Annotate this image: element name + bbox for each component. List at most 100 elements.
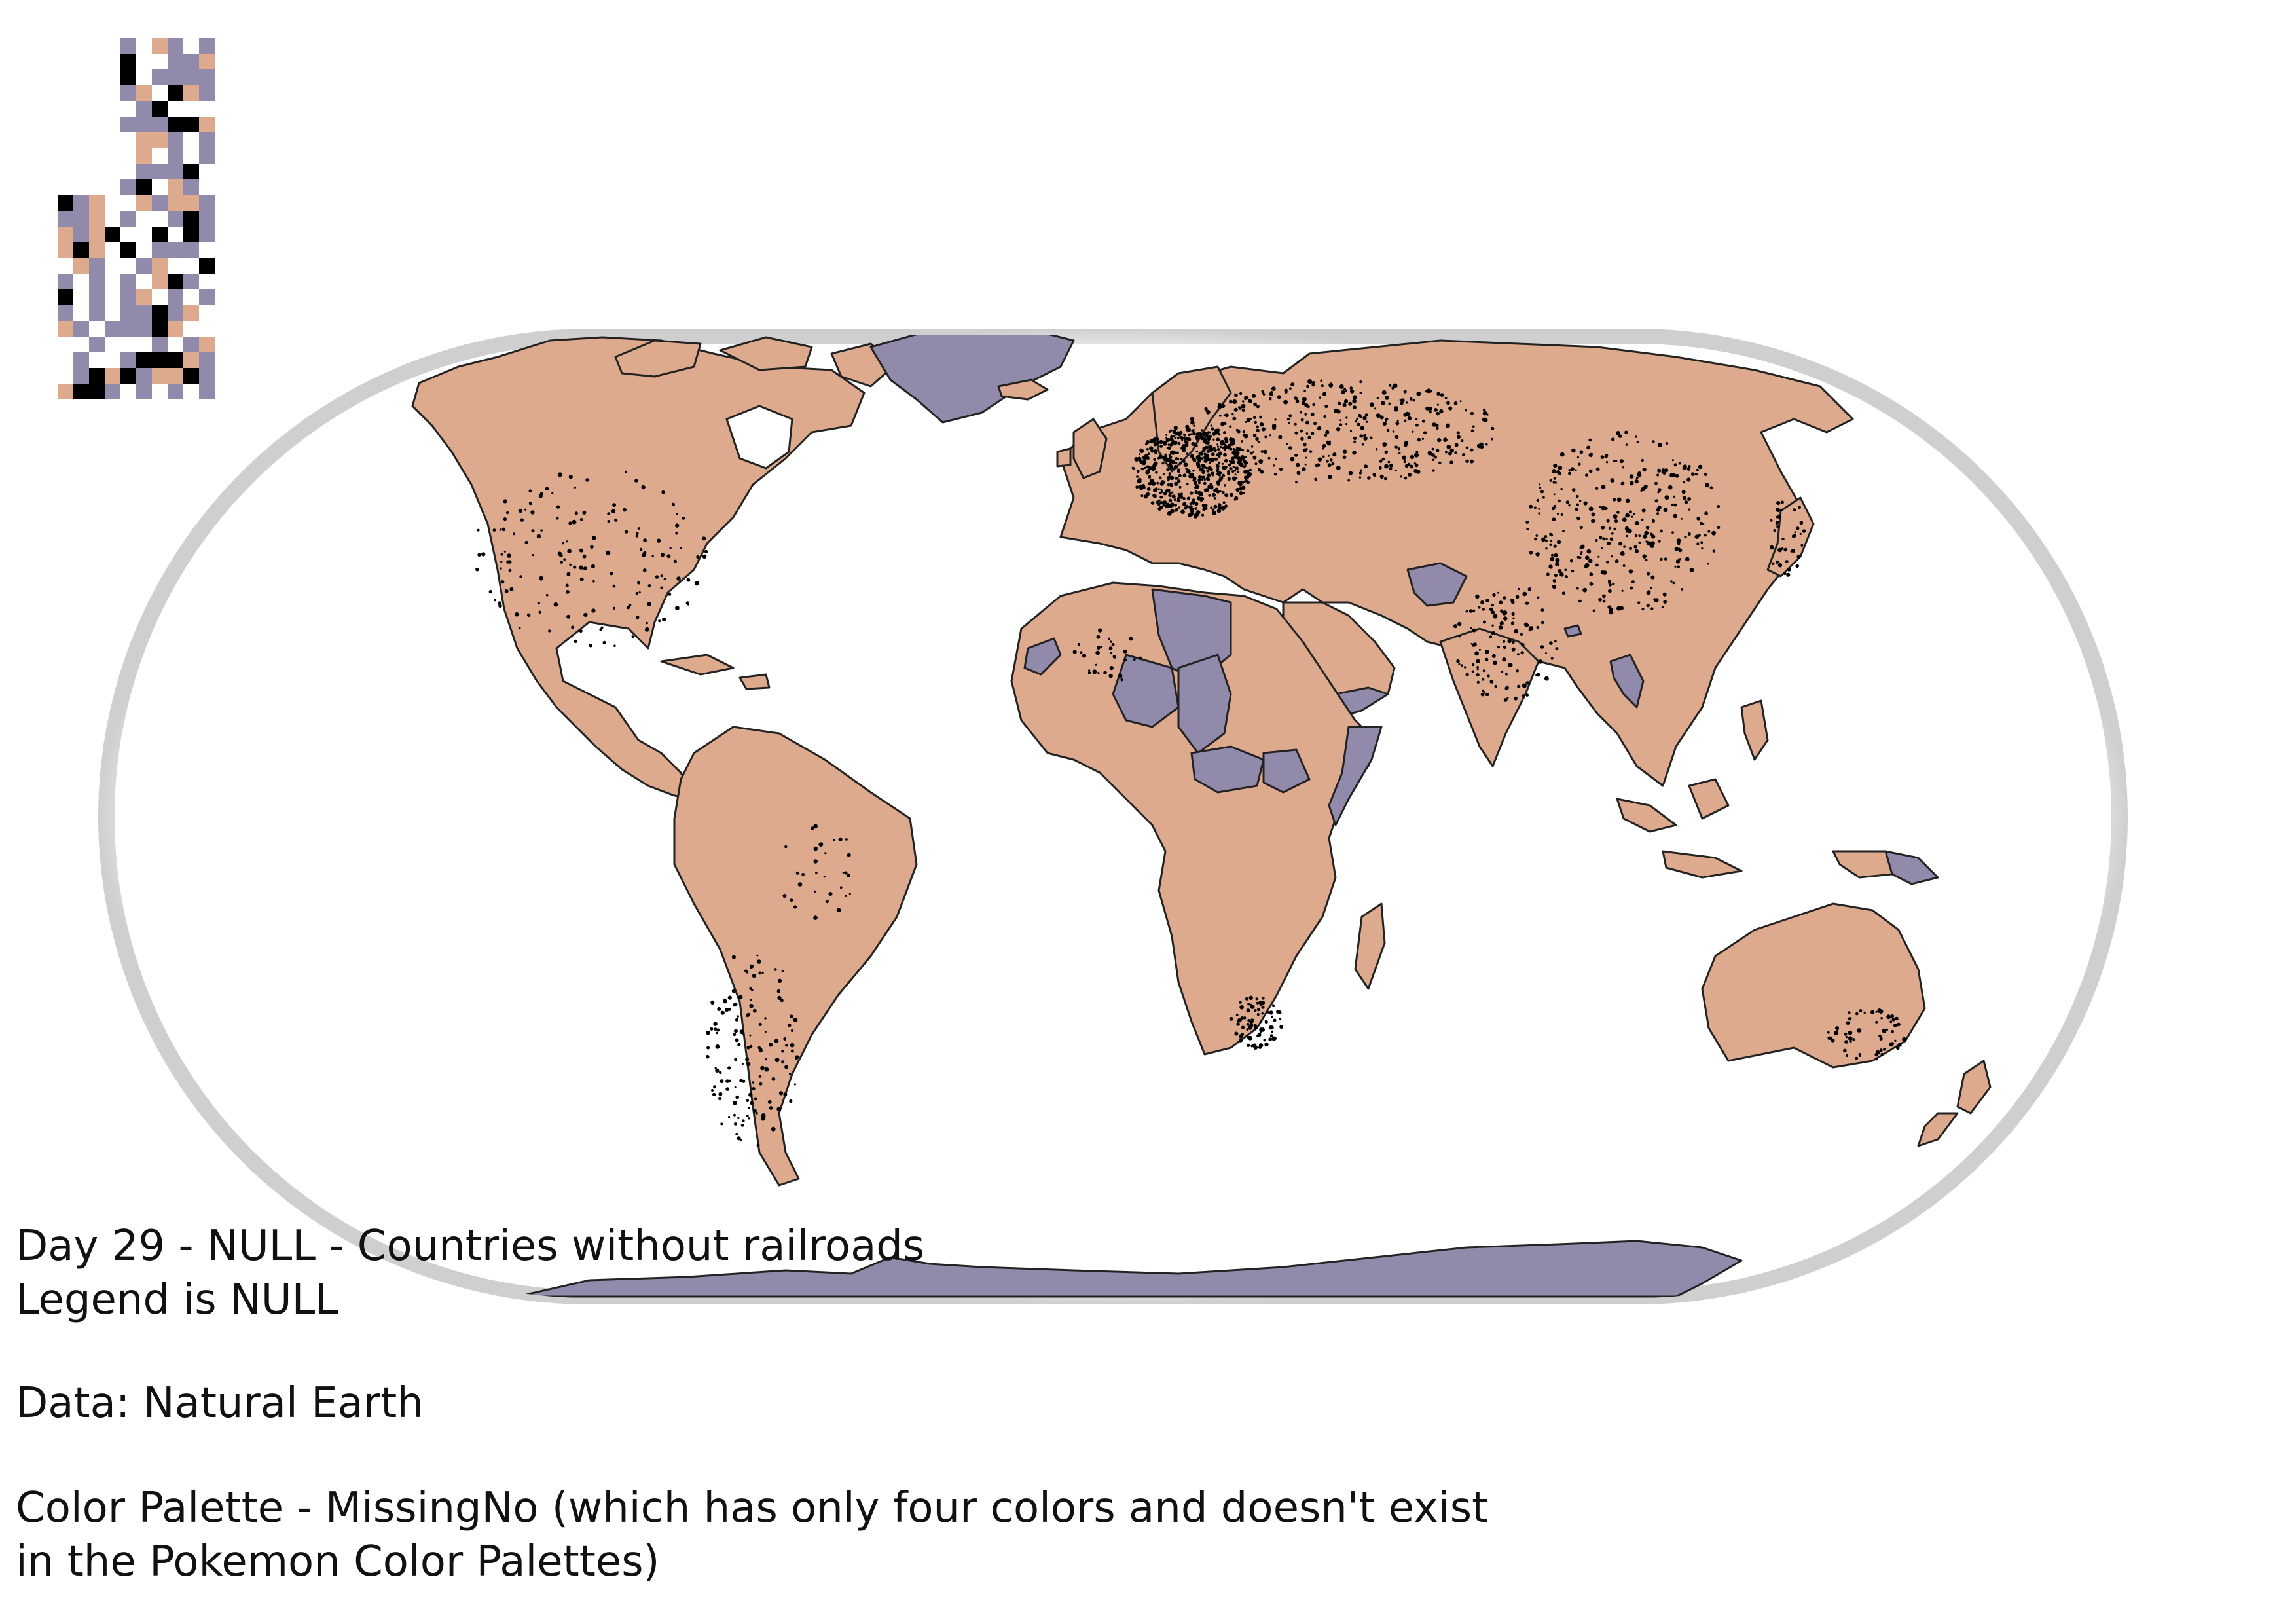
rail-station-point xyxy=(1403,390,1407,394)
sprite-pixel xyxy=(199,368,215,384)
rail-station-point xyxy=(1233,417,1237,420)
rail-station-point xyxy=(1204,442,1207,445)
rail-station-point xyxy=(676,513,678,516)
rail-station-point xyxy=(1218,451,1222,456)
sprite-pixel xyxy=(168,305,183,321)
rail-station-point xyxy=(1213,497,1216,500)
rail-station-point xyxy=(1404,464,1409,468)
sprite-pixel xyxy=(136,148,152,164)
rail-station-point xyxy=(592,536,596,540)
rail-station-point xyxy=(758,1047,763,1051)
rail-station-point xyxy=(756,954,759,957)
rail-station-point xyxy=(1353,395,1357,400)
sprite-pixel xyxy=(136,242,152,258)
rail-station-point xyxy=(1468,609,1473,613)
rail-station-point xyxy=(1859,1009,1863,1012)
rail-station-point xyxy=(1337,401,1341,406)
rail-station-point xyxy=(1631,580,1635,583)
rail-station-point xyxy=(824,852,827,855)
rail-station-point xyxy=(1211,492,1216,498)
rail-station-point xyxy=(1241,409,1245,413)
rail-station-point xyxy=(1248,1025,1252,1030)
rail-station-point xyxy=(1635,435,1637,438)
sprite-pixel xyxy=(183,195,199,211)
rail-station-point xyxy=(1405,411,1410,416)
rail-station-point xyxy=(1157,488,1160,490)
rail-station-point xyxy=(1489,680,1494,684)
rail-station-point xyxy=(1611,612,1614,614)
sprite-pixel xyxy=(105,274,120,289)
rail-station-point xyxy=(1579,500,1582,502)
sprite-pixel xyxy=(199,305,215,321)
sprite-pixel xyxy=(120,337,136,352)
rail-station-point xyxy=(1165,434,1168,436)
rail-station-point xyxy=(1305,432,1309,435)
rail-station-point xyxy=(545,487,549,491)
rail-station-point xyxy=(1408,473,1412,477)
rail-station-point xyxy=(1382,442,1387,447)
rail-station-point xyxy=(842,872,845,874)
rail-station-point xyxy=(1296,471,1301,475)
rail-station-point xyxy=(1880,1016,1883,1020)
rail-station-point xyxy=(1159,495,1163,499)
rail-station-point xyxy=(1681,588,1684,591)
rail-station-point xyxy=(1678,462,1681,465)
rail-station-point xyxy=(1562,530,1565,532)
sprite-pixel xyxy=(183,164,199,179)
rail-station-point xyxy=(715,1044,720,1049)
sprite-pixel xyxy=(73,368,89,384)
rail-station-point xyxy=(1607,605,1612,609)
rail-station-point xyxy=(508,568,512,572)
sprite-pixel xyxy=(58,227,73,242)
rail-station-point xyxy=(1891,1029,1894,1033)
rail-station-point xyxy=(1449,460,1454,465)
rail-station-point xyxy=(758,971,762,975)
rail-station-point xyxy=(1609,537,1614,541)
south-sudan xyxy=(1262,748,1311,794)
rail-station-point xyxy=(1171,491,1174,494)
rail-station-point xyxy=(1654,499,1658,503)
rail-station-point xyxy=(1190,420,1195,425)
rail-station-point xyxy=(1170,509,1175,513)
rail-station-point xyxy=(781,1049,784,1053)
rail-station-point xyxy=(1638,541,1641,544)
great-britain xyxy=(1056,418,1108,479)
rail-station-point xyxy=(1423,431,1427,435)
rail-station-point xyxy=(1258,459,1264,464)
sprite-pixel xyxy=(120,227,136,242)
rail-station-point xyxy=(1194,490,1198,494)
rail-station-point xyxy=(1863,1011,1866,1014)
rail-station-point xyxy=(1196,464,1201,469)
rail-station-point xyxy=(1673,463,1677,467)
rail-station-point xyxy=(1168,430,1171,433)
rail-station-point xyxy=(1175,509,1178,512)
rail-station-point xyxy=(1220,422,1225,426)
rail-station-point xyxy=(1250,1020,1254,1023)
rail-station-point xyxy=(1646,590,1651,595)
sprite-pixel xyxy=(136,54,152,69)
rail-station-point xyxy=(1629,547,1632,551)
rail-station-point xyxy=(1314,477,1318,481)
rail-station-point xyxy=(1205,458,1209,462)
rail-station-point xyxy=(1201,504,1206,507)
rail-station-point xyxy=(1159,481,1164,486)
rail-station-point xyxy=(1575,469,1577,471)
rail-station-point xyxy=(1197,478,1201,482)
rail-station-point xyxy=(1175,462,1178,464)
rail-station-point xyxy=(1558,499,1561,503)
rail-station-point xyxy=(839,886,843,889)
rail-station-point xyxy=(1606,561,1609,564)
rail-station-point xyxy=(712,1092,716,1097)
rail-station-point xyxy=(1696,468,1699,471)
rail-station-point xyxy=(734,1029,738,1033)
sprite-pixel xyxy=(183,101,199,117)
rail-station-point xyxy=(1434,408,1438,412)
rail-station-point xyxy=(1261,1005,1265,1009)
rail-station-point xyxy=(790,1049,794,1053)
rail-station-point xyxy=(1538,507,1540,510)
rail-station-point xyxy=(635,534,638,538)
rail-station-point xyxy=(1195,450,1199,453)
rail-station-point xyxy=(764,1031,767,1033)
rail-station-point xyxy=(538,610,541,614)
sprite-pixel xyxy=(183,337,199,352)
